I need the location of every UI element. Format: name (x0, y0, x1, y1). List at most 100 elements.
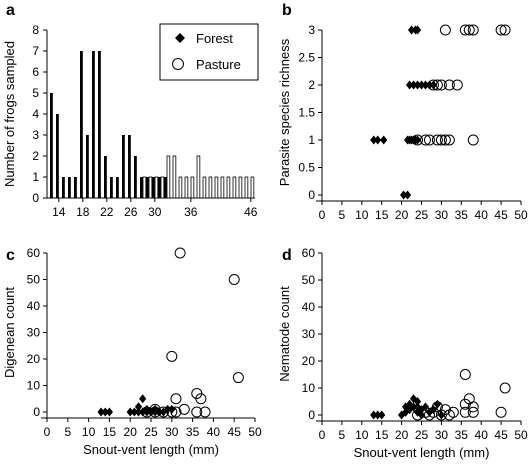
b-point-forest (413, 25, 422, 35)
d-point-pasture (459, 369, 471, 380)
c-x-tick-label: 0 (44, 425, 51, 439)
c-point-pasture (232, 372, 244, 384)
c-x-tick-label: 10 (82, 425, 96, 439)
d-x-tick-label: 5 (339, 428, 346, 442)
c-x-tick-label: 15 (103, 425, 117, 439)
b-x-tick-label: 50 (514, 208, 528, 222)
c-x-tick-label: 50 (248, 425, 262, 439)
a-y-axis-label: Number of frogs sampled (2, 41, 17, 187)
a-y-tick-label: 7 (32, 44, 39, 58)
c-x-tick-label: 30 (165, 425, 179, 439)
legend-pasture-marker (172, 58, 184, 70)
a-bar-pasture (232, 176, 237, 199)
a-bar-pasture (184, 176, 189, 199)
b-y-tick-label: 3 (308, 23, 315, 37)
d-point-forest (401, 407, 410, 417)
b-point-pasture (435, 134, 447, 146)
a-x-tick-label: 14 (52, 205, 66, 219)
b-point-pasture (412, 134, 424, 146)
a-bar-pasture (244, 176, 249, 199)
d-point-forest (413, 397, 422, 406)
d-y-tick-label: 20 (302, 354, 316, 368)
c-point-forest (134, 407, 143, 417)
b-point-forest (405, 80, 414, 90)
a-x-tick-label: 36 (184, 205, 198, 219)
a-bar-pasture (166, 155, 171, 199)
a-bar-forest (128, 135, 131, 198)
legend-pasture-label: Pasture (196, 57, 241, 72)
d-x-axis-label: Snout-vent length (mm) (354, 445, 490, 460)
c-point-forest (139, 394, 147, 404)
b-y-tick-label: 2 (308, 78, 315, 92)
d-y-tick-label: 50 (302, 273, 316, 287)
c-y-tick-label: 10 (27, 379, 41, 393)
legend-box (159, 23, 259, 81)
a-bar-pasture (226, 176, 231, 199)
b-point-pasture (431, 79, 443, 91)
d-point-forest (437, 410, 445, 420)
a-bar-forest (122, 135, 125, 198)
b-point-pasture (443, 134, 455, 146)
a-bar-forest (134, 156, 137, 198)
c-point-pasture (174, 247, 186, 259)
b-point-pasture (495, 24, 507, 36)
b-point-pasture (443, 79, 455, 91)
c-y-tick-label: 20 (27, 352, 41, 366)
b-y-tick-label: 1 (308, 133, 315, 147)
c-point-pasture (149, 403, 161, 415)
a-y-tick-label: 4 (32, 107, 39, 121)
a-bar-forest (164, 177, 167, 198)
d-point-pasture (467, 401, 479, 413)
a-bar-pasture (214, 176, 219, 199)
b-x-tick-label: 40 (475, 208, 489, 222)
b-point-pasture (419, 134, 431, 146)
d-y-tick-label: 10 (302, 381, 316, 395)
a-bar-pasture (196, 155, 201, 199)
b-point-pasture (427, 79, 439, 91)
d-point-pasture (467, 406, 479, 418)
d-x-tick-label: 10 (355, 428, 369, 442)
d-point-pasture (447, 406, 459, 418)
b-x-tick-label: 10 (355, 208, 369, 222)
d-x-tick-label: 15 (375, 428, 389, 442)
c-point-forest (130, 407, 138, 417)
a-bar-pasture (202, 176, 207, 199)
panel-letter-c: c (6, 247, 15, 264)
d-point-forest (378, 410, 386, 420)
a-bar-pasture (178, 176, 183, 199)
b-y-tick-label: 1.5 (298, 106, 315, 120)
a-y-tick-label: 8 (32, 23, 39, 37)
a-bar-forest (146, 177, 149, 198)
c-point-pasture (191, 387, 203, 399)
panel-b-chart: 0 5 10 15 20 25 30 35 40 45 5000.511.522.53Parasit… (277, 23, 528, 222)
a-x-tick-label: 22 (100, 205, 114, 219)
b-point-forest (417, 80, 426, 90)
a-bar-pasture (238, 176, 243, 199)
b-y-axis-label: Parasite species richness (277, 38, 292, 186)
c-y-tick-label: 0 (33, 405, 40, 419)
d-y-tick-label: 40 (302, 300, 316, 314)
a-bar-pasture (142, 176, 147, 199)
a-y-tick-label: 5 (32, 86, 39, 100)
a-x-tick-label: 46 (244, 205, 258, 219)
b-x-tick-label: 30 (435, 208, 449, 222)
a-bar-forest (56, 114, 59, 198)
a-bar-forest (98, 51, 101, 198)
a-bar-forest (104, 156, 107, 198)
a-bar-forest (80, 51, 83, 198)
d-x-tick-label: 30 (435, 428, 449, 442)
b-point-forest (429, 80, 438, 90)
b-point-pasture (467, 134, 479, 146)
b-point-forest (403, 190, 412, 200)
b-x-tick-label: 15 (375, 208, 389, 222)
a-x-tick-label: 30 (148, 205, 162, 219)
d-point-pasture (412, 409, 424, 421)
b-point-forest (413, 80, 422, 90)
panel-letter-a: a (6, 2, 15, 19)
c-point-pasture (170, 406, 182, 418)
b-point-pasture (499, 24, 511, 36)
b-y-tick-label: 2.5 (298, 51, 315, 65)
panel-c-chart: 0 5 10 15 20 25 30 35 40 45 500102030405060Digenea… (2, 246, 262, 457)
b-x-tick-label: 45 (494, 208, 508, 222)
d-y-axis-label: Nematode count (277, 286, 292, 382)
